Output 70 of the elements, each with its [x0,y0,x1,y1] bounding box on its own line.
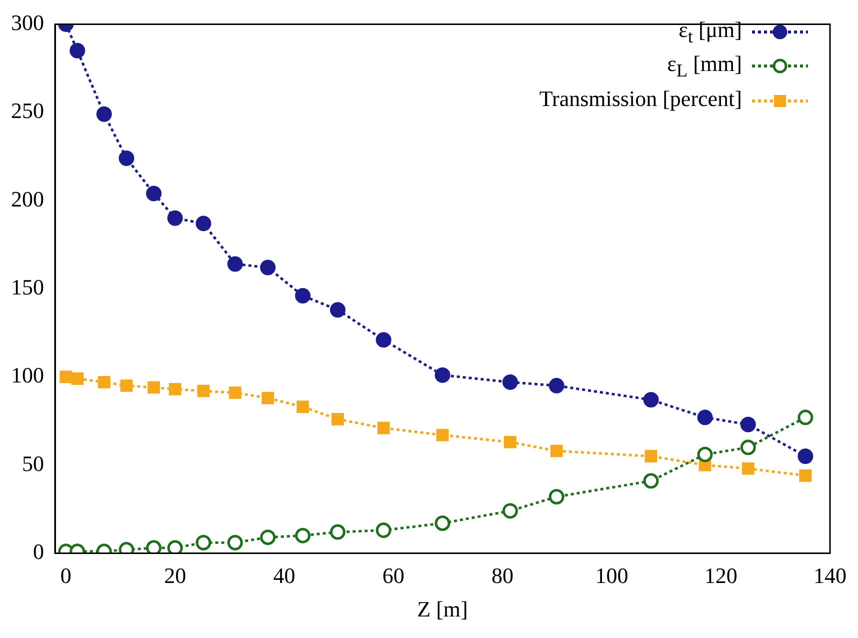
point [118,150,134,166]
x-tick-label: 80 [492,563,514,588]
point [742,462,754,475]
point [196,534,212,550]
y-tick-label: 250 [11,98,44,124]
point [70,42,86,58]
y-tick-label: 200 [11,186,44,212]
point [332,412,344,426]
point [376,522,392,538]
point [60,370,72,384]
x-tick-label: 20 [164,563,186,588]
point [227,534,243,550]
point [643,392,659,408]
point [295,528,311,544]
point [96,106,112,122]
point [168,383,182,396]
point [146,540,162,554]
legend-label: ε$_{L}$ [mm] [667,51,742,81]
point [260,530,276,546]
point [740,416,756,432]
x-tick-label: 0 [60,563,72,588]
point [436,428,449,442]
point [548,489,564,505]
point [504,436,516,448]
x-tick-label: 40 [273,563,296,588]
point [502,503,518,519]
point [697,410,713,426]
point [740,440,756,456]
x-axis-title: Z [m] [417,596,468,622]
x-tick-label: 140 [814,563,846,588]
point [262,392,274,404]
point [295,288,311,304]
point [798,448,814,464]
point [330,524,346,540]
y-tick-label: 100 [11,362,44,388]
point [197,384,210,398]
point [376,332,392,348]
x-tick-label: 100 [595,563,628,588]
point [146,186,162,202]
y-tick-label: 0 [33,538,44,564]
point [227,256,243,272]
point [296,400,309,414]
point [167,540,183,554]
y-tick-label: 150 [11,274,44,300]
legend-label: Transmission [percent] [539,86,742,111]
y-tick-label: 300 [11,10,44,35]
point [548,378,564,394]
point [167,210,183,226]
point [120,379,133,392]
point [260,260,276,276]
point [799,469,812,482]
point [330,302,346,318]
point [434,367,450,383]
y-tick-label: 50 [22,450,44,476]
point [502,374,518,390]
point [434,515,450,531]
x-tick-label: 120 [704,563,738,588]
point [644,450,658,462]
point [196,216,212,232]
point [98,376,110,388]
point [550,444,563,458]
point [148,381,160,394]
point [71,372,84,385]
point [697,446,713,462]
x-tick-label: 60 [382,563,404,588]
point [643,473,659,489]
point [798,410,814,426]
legend-label: ε$_{t}$ [μm] [678,17,742,46]
point [377,422,390,434]
point [228,386,242,399]
